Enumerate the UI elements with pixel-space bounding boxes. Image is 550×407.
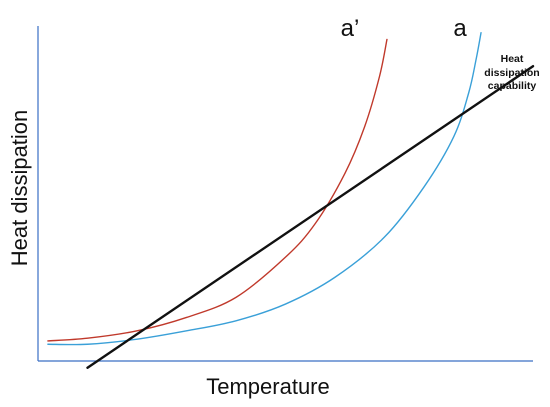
axes (37, 26, 533, 362)
series-a-prime-line (47, 38, 388, 342)
series-a-line (47, 32, 482, 346)
capability-line-2: dissipation (484, 67, 539, 79)
capability-line-3: capability (488, 80, 537, 92)
capability-line (86, 65, 535, 369)
capability-annotation: Heat dissipation capability (484, 53, 539, 92)
x-axis-label: Temperature (206, 374, 330, 399)
y-axis-label: Heat dissipation (7, 110, 32, 267)
series-layer (47, 32, 535, 369)
capability-line-1: Heat (501, 53, 524, 65)
curve-label-a: a (453, 15, 467, 42)
curve-label-a-prime: a’ (341, 15, 360, 42)
